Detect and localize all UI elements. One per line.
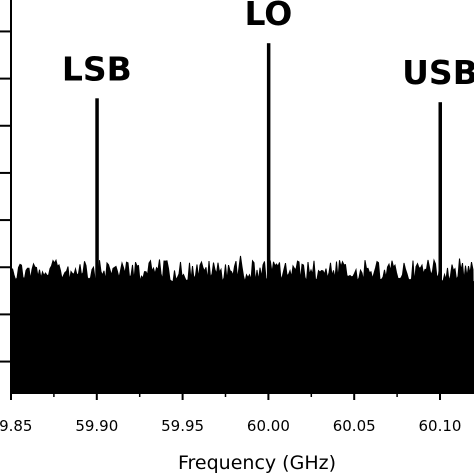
peak-labels: LSB LO USB bbox=[62, 0, 474, 92]
x-tick-label: 59.90 bbox=[75, 417, 118, 435]
peak-line-lo bbox=[266, 43, 271, 286]
peak-label-lsb: LSB bbox=[62, 49, 132, 88]
x-tick-label: 60.05 bbox=[333, 417, 376, 435]
noise-floor-fill bbox=[11, 281, 474, 393]
ticks: 59.85 59.90 59.95 60.00 60.05 60.10 bbox=[0, 30, 462, 435]
peak-line-lsb bbox=[95, 98, 99, 286]
x-tick-label: 60.00 bbox=[247, 417, 290, 435]
x-tick-label: 59.85 bbox=[0, 417, 32, 435]
peak-line-usb bbox=[438, 102, 442, 286]
peak-label-lo: LO bbox=[244, 0, 292, 33]
x-tick-label: 59.95 bbox=[161, 417, 204, 435]
peak-label-usb: USB bbox=[402, 53, 474, 92]
x-axis-label: Frequency (GHz) bbox=[178, 452, 336, 474]
x-tick-label: 60.10 bbox=[419, 417, 462, 435]
peak-lines bbox=[95, 43, 442, 286]
noise-floor bbox=[10, 255, 474, 394]
